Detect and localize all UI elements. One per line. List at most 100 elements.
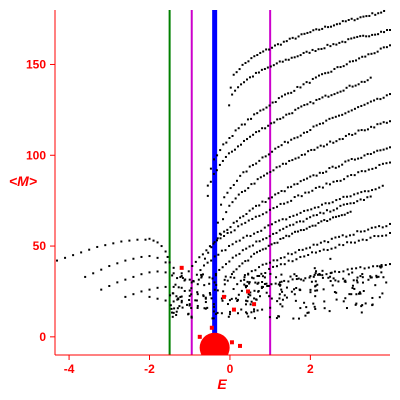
band-5-point <box>331 116 334 119</box>
series-4-point <box>188 289 191 292</box>
cluster-point <box>253 317 256 320</box>
cluster-point <box>310 280 313 283</box>
band-10-point <box>305 217 308 220</box>
cluster-point <box>192 280 195 283</box>
band-6-point <box>281 162 284 165</box>
band-1-point <box>297 35 300 38</box>
band-8-point <box>226 231 229 234</box>
band-2-point <box>281 60 284 63</box>
band-5-point <box>369 100 372 103</box>
cluster-point <box>240 308 243 311</box>
band-1-point <box>312 29 315 32</box>
band-2-point <box>389 29 391 32</box>
band-8-point <box>346 175 349 178</box>
band-12-point <box>334 236 337 239</box>
series-5-point <box>188 303 191 306</box>
band-10-point <box>369 195 372 198</box>
band-1-point <box>318 28 321 31</box>
cluster-point <box>176 307 179 310</box>
band-14-point <box>317 273 320 276</box>
band-12-point <box>232 288 235 291</box>
band-7-point <box>347 159 350 162</box>
band-10-point <box>342 203 345 206</box>
series-6-point <box>237 343 242 348</box>
band-6-point <box>222 218 225 221</box>
band-4-point <box>324 94 327 97</box>
cluster-point <box>246 312 249 315</box>
band-12-point <box>287 252 290 255</box>
cluster-point <box>275 276 278 279</box>
band-4-point <box>285 113 288 116</box>
cluster-point <box>333 291 336 294</box>
band-11-point <box>311 224 314 227</box>
series-6-point <box>231 307 236 312</box>
band-13-point <box>334 246 337 249</box>
cluster-point <box>176 277 179 280</box>
cluster-point <box>316 283 319 286</box>
band-5-point <box>223 196 226 199</box>
cluster-point <box>210 297 213 300</box>
cluster-point <box>213 288 216 291</box>
band-7-point <box>290 185 293 188</box>
band-3-point <box>219 149 222 152</box>
band-1-point <box>377 12 380 15</box>
band-2-point <box>257 71 260 74</box>
band-12-point <box>272 259 275 262</box>
band-2-point <box>287 58 290 61</box>
band-3-point <box>253 113 256 116</box>
series-2-point <box>132 257 135 260</box>
band-4-point <box>327 95 330 98</box>
band-14-point <box>266 285 269 288</box>
cluster-point <box>261 275 264 278</box>
band-12-point <box>323 240 326 243</box>
cluster-point <box>321 276 324 279</box>
cluster-point <box>293 288 296 291</box>
band-12-point <box>243 276 246 279</box>
cluster-point <box>351 286 354 289</box>
band-5-point <box>283 140 286 143</box>
band-6-point <box>278 165 281 168</box>
band-10-point <box>231 256 234 259</box>
band-6-point <box>285 162 288 165</box>
band-5-point <box>274 147 277 150</box>
band-11-point <box>346 211 349 214</box>
band-10-point <box>295 221 298 224</box>
band-2-point <box>231 93 234 96</box>
band-13-point <box>303 255 306 258</box>
band-8-point <box>201 253 204 256</box>
series-6-point <box>246 289 251 294</box>
series-3-point <box>100 288 103 291</box>
band-7-point <box>251 207 254 210</box>
band-5-point <box>296 136 299 139</box>
band-2-point <box>317 48 320 51</box>
band-10-point <box>332 209 335 212</box>
band-7-point <box>229 226 232 229</box>
band-3-point <box>243 123 246 126</box>
cluster-point <box>257 290 260 293</box>
band-10-point <box>299 220 302 223</box>
band-11-point <box>349 210 352 213</box>
cluster-point <box>354 303 357 306</box>
band-8-point <box>286 201 289 204</box>
band-8-point <box>332 180 335 183</box>
band-7-point <box>223 230 226 233</box>
band-13-point <box>365 239 368 242</box>
band-11-point <box>226 279 229 282</box>
band-3-point <box>385 46 388 49</box>
series-3-point <box>132 275 135 278</box>
band-12-point <box>283 256 286 259</box>
series-4-point <box>196 293 199 296</box>
band-4-point <box>336 91 339 94</box>
band-11-point <box>285 234 288 237</box>
band-1-point <box>262 50 265 53</box>
band-9-point <box>278 219 281 222</box>
band-9-point <box>338 198 341 201</box>
series-1-point <box>80 251 83 254</box>
series-1-point <box>88 248 91 251</box>
band-4-point <box>312 102 315 105</box>
band-10-point <box>204 296 207 299</box>
series-6-point <box>209 325 214 330</box>
cluster-point <box>330 271 333 274</box>
band-7-point <box>373 151 376 154</box>
band-10-point <box>352 202 355 205</box>
